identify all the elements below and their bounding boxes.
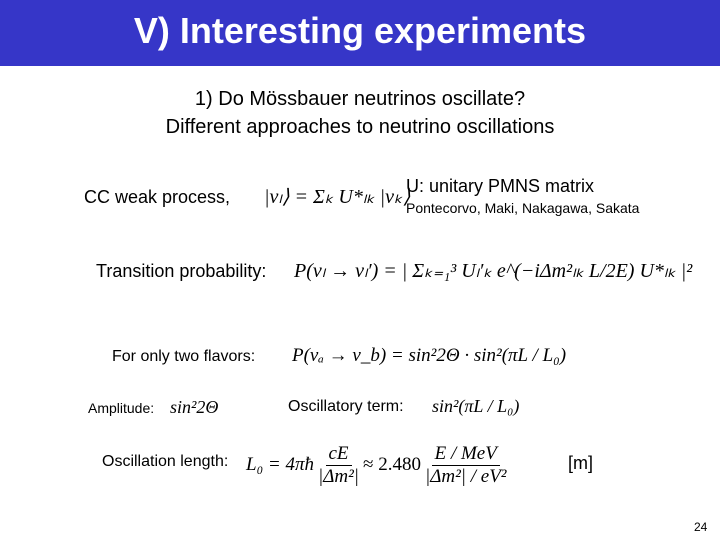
- fraction: cE |Δm²|: [318, 443, 359, 488]
- formula: sin²2Θ: [170, 397, 219, 417]
- note: Pontecorvo, Maki, Nakagawa, Sakata: [406, 200, 640, 216]
- unit: [m]: [568, 453, 593, 473]
- formula: P(νₐ → ν_b) = sin²2Θ · sin²(πL / L₀): [292, 345, 567, 366]
- numerator: E / MeV: [431, 443, 500, 466]
- label: Transition probability:: [96, 261, 267, 281]
- label: Oscillation length:: [102, 453, 229, 470]
- label: For only two flavors:: [112, 348, 256, 365]
- formula: |νₗ⟩ = Σₖ U*ₗₖ |νₖ⟩: [264, 186, 411, 208]
- subtitle: 1) Do Mössbauer neutrinos oscillate?: [194, 88, 526, 110]
- note: U: unitary PMNS matrix: [406, 176, 595, 196]
- formula-part: L₀ = 4πħ: [246, 454, 315, 475]
- title-bar: [0, 0, 720, 66]
- numerator: cE: [325, 443, 352, 466]
- label: Amplitude:: [88, 400, 155, 416]
- formula: sin²(πL / L₀): [432, 396, 520, 416]
- formula: P(νₗ → νₗ′) = | Σₖ₌₁³ Uₗ′ₖ e^(−iΔm²ₗₖ L/…: [294, 260, 693, 282]
- denominator: |Δm²|: [318, 465, 360, 487]
- page-number: 24: [694, 520, 708, 534]
- subtitle: Different approaches to neutrino oscilla…: [165, 116, 555, 138]
- denominator: |Δm²| / eV²: [424, 465, 507, 487]
- formula-part: ≈ 2.480: [363, 454, 421, 475]
- label: CC weak process,: [84, 187, 231, 207]
- label: Oscillatory term:: [288, 398, 404, 415]
- title: V) Interesting experiments: [133, 10, 587, 51]
- formula: L₀ = 4πħ cE |Δm²| ≈ 2.480 E / MeV |Δm²| / …: [246, 440, 511, 490]
- fraction: E / MeV |Δm²| / eV²: [425, 443, 507, 488]
